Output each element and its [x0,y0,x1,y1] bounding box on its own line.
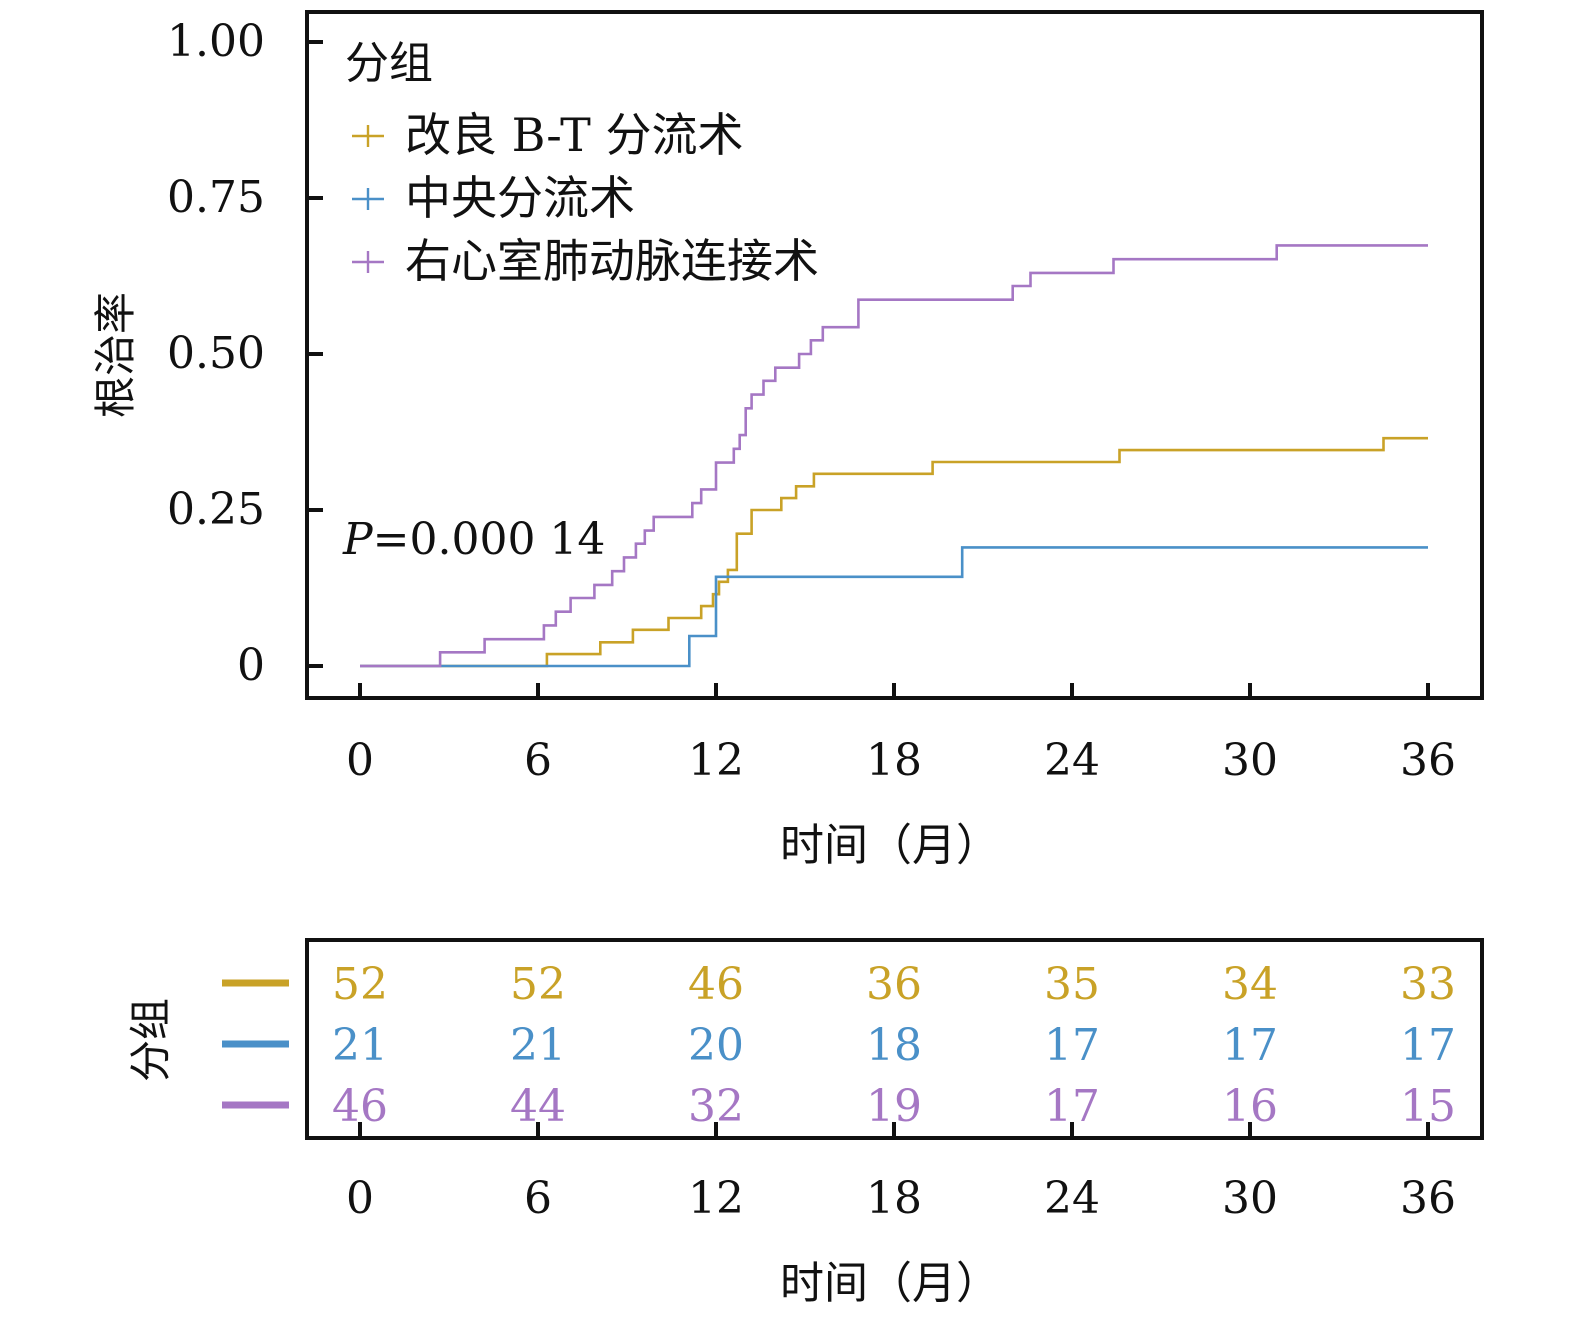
y-tick-label: 0.25 [167,484,265,535]
risk-x-tick-label: 0 [346,1173,374,1224]
risk-x-tick-label: 18 [866,1173,922,1224]
survival-plot: 0 0.25 0.50 0.75 1.00 0 6 12 18 24 30 36 根治率 时间（月）… [91,10,1484,871]
risk-cell: 18 [866,1020,922,1071]
p-value-text: =0.000 14 [373,514,606,565]
p-value-annotation: P=0.000 14 [342,514,605,565]
risk-cell: 21 [510,1020,566,1071]
y-axis-label: 根治率 [91,292,140,418]
legend-entry-3: 右心室肺动脉连接术 [352,234,819,288]
x-tick-label: 30 [1222,735,1278,786]
risk-x-tick-label: 30 [1222,1173,1278,1224]
legend-label: 中央分流术 [405,171,635,225]
risk-cell: 21 [332,1020,388,1071]
risk-table-group-markers [222,979,289,1109]
y-axis: 0 0.25 0.50 0.75 1.00 [167,16,323,691]
risk-cell: 35 [1044,959,1100,1010]
x-tick-label: 0 [346,735,374,786]
risk-cell: 52 [510,959,566,1010]
legend-label: 右心室肺动脉连接术 [405,234,819,288]
risk-table-x-axis: 0 6 12 18 24 30 36 [346,1122,1456,1224]
survival-curve-3 [360,244,1428,668]
p-value-symbol: P [342,514,374,565]
risk-cell: 36 [866,959,922,1010]
risk-x-tick-label: 36 [1400,1173,1456,1224]
legend-label: 改良 B-T 分流术 [405,108,744,162]
risk-x-tick-label: 24 [1044,1173,1100,1224]
risk-x-tick-label: 12 [688,1173,744,1224]
x-tick-label: 12 [688,735,744,786]
x-axis: 0 6 12 18 24 30 36 [346,683,1456,786]
risk-table-x-label: 时间（月） [780,1258,1000,1309]
survival-curve-1 [360,436,1428,668]
x-tick-label: 24 [1044,735,1100,786]
risk-cell: 17 [1044,1020,1100,1071]
risk-table-y-label: 分组 [126,998,175,1082]
risk-cell: 17 [1400,1020,1456,1071]
x-axis-label: 时间（月） [780,820,1000,871]
legend-title: 分组 [345,38,433,89]
survival-curve-2 [360,546,1428,668]
legend-entry-2: 中央分流术 [352,171,635,225]
y-tick-label: 0.50 [167,328,265,379]
x-tick-label: 18 [866,735,922,786]
x-tick-label: 36 [1400,735,1456,786]
risk-cell: 33 [1400,959,1456,1010]
x-tick-label: 6 [524,735,552,786]
risk-cell: 34 [1222,959,1278,1010]
risk-x-tick-label: 6 [524,1173,552,1224]
y-tick-label: 1.00 [167,16,265,67]
y-tick-label: 0.75 [167,172,265,223]
risk-cell: 17 [1222,1020,1278,1071]
risk-cell: 46 [688,959,744,1010]
survival-curves [360,244,1428,668]
legend-entry-1: 改良 B-T 分流术 [352,108,744,162]
risk-cell: 52 [332,959,388,1010]
risk-cell: 20 [688,1020,744,1071]
y-tick-label: 0 [237,640,265,691]
